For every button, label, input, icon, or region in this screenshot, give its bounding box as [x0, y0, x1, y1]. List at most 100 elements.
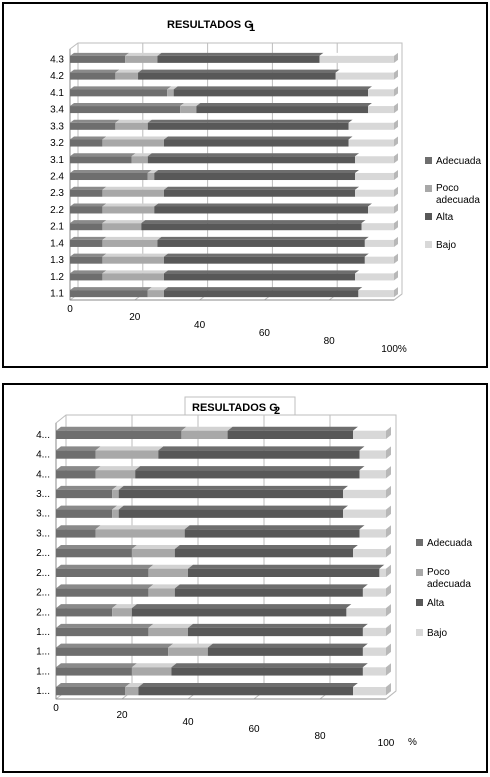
- bar-segment-top: [163, 270, 360, 274]
- bar-segment: [102, 256, 164, 264]
- bar-segment-top: [181, 426, 233, 431]
- bar-segment: [118, 489, 344, 499]
- bar-segment: [368, 206, 394, 214]
- legend-label: Adecuada: [436, 156, 481, 167]
- bar-end-cap: [394, 136, 398, 147]
- bar-segment-top: [70, 253, 107, 257]
- category-tick-label: 3...: [36, 528, 50, 539]
- bar-segment-top: [70, 119, 120, 123]
- bar-segment-top: [131, 604, 352, 609]
- x-tick-label: 80: [314, 731, 326, 742]
- x-tick-label: 40: [182, 717, 194, 728]
- category-tick-label: 2...: [36, 548, 50, 559]
- x-tick-label: 60: [259, 328, 271, 339]
- bar-segment-top: [148, 584, 180, 589]
- bar-segment-top: [70, 86, 172, 90]
- bar-segment-top: [138, 69, 340, 73]
- category-tick-label: 2.4: [50, 172, 64, 183]
- bar-segment: [184, 529, 360, 538]
- bar-segment-top: [207, 643, 368, 648]
- bar-segment-top: [102, 270, 168, 274]
- x-tick-label: 20: [116, 710, 128, 721]
- chart-panel-g2: RESULTADOS G 2 4... 4... 4... 3... 3... 3... 2..…: [2, 383, 488, 773]
- bar-segment-top: [56, 663, 137, 668]
- bar-segment: [207, 647, 363, 656]
- bar-segment-top: [135, 466, 365, 471]
- bar-segment-top: [168, 643, 213, 648]
- bar-end-cap: [394, 86, 398, 97]
- bar-segment-top: [56, 525, 101, 530]
- bar-segment-top: [188, 623, 368, 628]
- bar-segment: [56, 568, 149, 577]
- bar-end-cap: [386, 623, 391, 637]
- bar-segment: [355, 156, 394, 164]
- category-tick-label: 2.3: [50, 188, 64, 199]
- bar-segment: [56, 470, 96, 479]
- bar-segment-top: [157, 236, 369, 240]
- bar-segment-top: [368, 103, 398, 107]
- bar-segment-top: [353, 683, 391, 688]
- bar-segment: [70, 55, 126, 63]
- bar-segment: [359, 529, 386, 538]
- bar-segment: [95, 450, 159, 459]
- bar-segment: [355, 172, 394, 181]
- bar-end-cap: [394, 153, 398, 164]
- bar-segment: [148, 588, 175, 597]
- bar-segment-top: [361, 220, 398, 224]
- bar-segment: [56, 549, 132, 558]
- bar-end-cap: [394, 169, 398, 181]
- bar-segment: [131, 156, 148, 164]
- x-unit-label: %: [408, 737, 417, 748]
- bar-segment-top: [102, 186, 168, 190]
- bar-segment: [102, 223, 142, 231]
- legend-swatch: [416, 539, 423, 546]
- bar-segment-top: [163, 136, 353, 140]
- bar-segment: [70, 206, 103, 214]
- x-tick-label: 0: [53, 703, 59, 714]
- bar-end-cap: [386, 426, 391, 439]
- bar-segment-top: [319, 52, 398, 56]
- bar-segment: [353, 430, 386, 439]
- bar-end-cap: [394, 236, 398, 247]
- category-tick-label: 3.4: [50, 105, 64, 116]
- category-tick-label: 2.1: [50, 222, 64, 233]
- bar-segment: [163, 189, 356, 197]
- bar-segment-top: [141, 220, 366, 224]
- bar-segment-top: [174, 584, 368, 589]
- bar-segment: [167, 89, 174, 97]
- bar-segment-top: [95, 446, 164, 451]
- bar-segment-top: [154, 203, 373, 207]
- bar-segment-top: [379, 564, 391, 569]
- bar-segment-top: [364, 253, 398, 257]
- bar-end-cap: [386, 683, 391, 696]
- legend-label: Adecuada: [427, 538, 472, 549]
- bar-segment-top: [147, 287, 168, 291]
- bar-segment: [56, 450, 96, 459]
- bar-segment-top: [56, 683, 131, 688]
- bar-segment-top: [346, 604, 391, 609]
- bar-segment: [353, 687, 386, 696]
- bar-segment-top: [368, 203, 398, 207]
- bar-segment: [379, 568, 386, 577]
- bar-segment: [359, 450, 386, 459]
- bar-segment-top: [70, 169, 152, 173]
- bar-segment: [56, 509, 113, 518]
- bar-segment-top: [148, 623, 193, 628]
- bar-segment: [70, 72, 116, 80]
- legend-label: Bajo: [427, 628, 447, 639]
- bar-segment-top: [147, 119, 353, 123]
- bar-segment-top: [56, 564, 154, 569]
- bar-segment: [112, 509, 119, 518]
- bar-segment: [364, 239, 394, 247]
- bar-segment-top: [163, 287, 363, 291]
- bar-segment-top: [163, 253, 369, 257]
- bar-end-cap: [386, 663, 391, 676]
- category-tick-label: 1...: [36, 666, 50, 677]
- bar-end-cap: [386, 604, 391, 617]
- chart-title-subscript: 2: [274, 405, 280, 417]
- legend-swatch: [425, 241, 432, 248]
- chart-g1: RESULTADOS G1 4.3 4.2 4.1 3.4 3.3 3.2 3.1 2.4 2.3…: [50, 19, 481, 355]
- bar-segment: [56, 687, 126, 696]
- bar-segment-top: [154, 169, 360, 173]
- bar-segment: [227, 430, 353, 439]
